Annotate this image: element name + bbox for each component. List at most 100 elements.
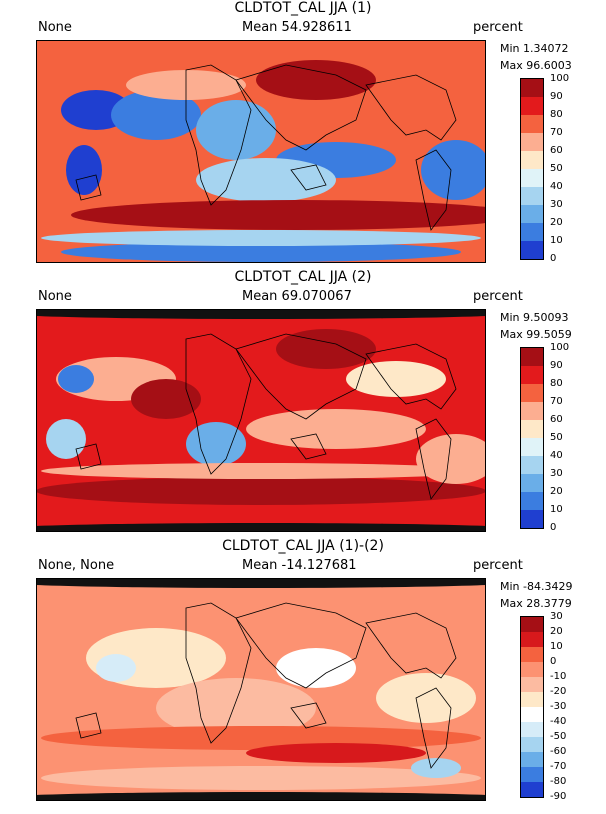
coastline [290,702,327,729]
colorbar-swatch [521,510,543,528]
colorbar-swatch [521,348,543,366]
colorbar-box [520,78,544,260]
coastline [235,333,367,420]
colorbar-swatch [521,722,543,737]
coastline [75,174,102,201]
min-label: Min 9.50093 [500,311,569,324]
map-contour-region [276,329,376,369]
panel-1: CLDTOT_CAL JJA (1) None Mean 54.928611 p… [0,0,606,270]
colorbar-tick-label: 0 [550,656,557,667]
colorbar-tick-label: 20 [550,217,563,228]
mean-label: Mean 69.070067 [242,289,352,304]
colorbar-tick-label: -10 [550,671,567,682]
map-contour-region [41,766,481,790]
colorbar-tick-label: 60 [550,414,563,425]
colorbar-tick-label: -70 [550,761,567,772]
colorbar-tick-label: 20 [550,486,563,497]
colorbar-tick-label: 0 [550,522,557,533]
map-frame [36,578,486,801]
colorbar-swatch [521,169,543,187]
colorbar-swatch [521,782,543,797]
colorbar-tick-label: -50 [550,731,567,742]
coastline [75,443,102,470]
units-label: percent [473,558,523,573]
colorbar-tick-label: -40 [550,716,567,727]
map-contour-region [36,578,486,588]
colorbar-tick-label: 60 [550,145,563,156]
colorbar-tick-label: 30 [550,199,563,210]
map-contour-region [246,409,426,449]
colorbar-tick-label: 70 [550,396,563,407]
map-contour-region [41,230,481,246]
colorbar-swatch [521,617,543,632]
coastline [185,333,252,475]
map-contour-region [111,90,201,140]
colorbar-box [520,347,544,529]
colorbar-tick-label: 30 [550,468,563,479]
world-map [36,40,486,263]
coastline [290,164,327,191]
colorbar-tick-label: 50 [550,163,563,174]
map-contour-region [411,758,461,778]
units-label: percent [473,20,523,35]
colorbar-swatch [521,632,543,647]
coastline [415,418,452,500]
map-contour-region [186,422,246,466]
map-contour-region [376,673,476,723]
map-frame [36,309,486,532]
map-contour-region [36,523,486,532]
max-label: Max 96.6003 [500,59,572,72]
map-contour-region [131,379,201,419]
map-frame [36,40,486,263]
colorbar-tick-label: 10 [550,504,563,515]
colorbar-swatch [521,223,543,241]
units-label: percent [473,289,523,304]
colorbar-swatch [521,438,543,456]
colorbar-tick-label: -60 [550,746,567,757]
map-contour-region [58,365,94,393]
colorbar-tick-label: 50 [550,432,563,443]
map-contour-region [36,309,486,319]
colorbar-swatch [521,707,543,722]
coastline [185,602,252,744]
colorbar-tick-label: -30 [550,701,567,712]
colorbar-swatch [521,767,543,782]
map-contour-region [246,743,426,763]
panel-2: CLDTOT_CAL JJA (2) None Mean 69.070067 p… [0,269,606,539]
colorbar-swatch [521,366,543,384]
colorbar-tick-label: 100 [550,342,570,353]
left-label: None [38,20,72,35]
world-map [36,578,486,801]
map-contour-region [421,140,486,200]
map-contour-region [196,158,336,202]
panel-title: CLDTOT_CAL JJA (1) [234,0,372,16]
colorbar-swatch [521,133,543,151]
colorbar-tick-label: 20 [550,626,563,637]
colorbar-swatch [521,492,543,510]
coastline [235,64,367,151]
colorbar-swatch [521,692,543,707]
colorbar-swatch [521,402,543,420]
coastline [290,433,327,460]
colorbar-tick-label: 80 [550,109,563,120]
colorbar-tick-label: 0 [550,253,557,264]
mean-label: Mean 54.928611 [242,20,352,35]
colorbar-swatch [521,662,543,677]
map-contour-region [41,726,481,750]
coastline [415,149,452,231]
coastline [415,687,452,769]
colorbar-swatch [521,456,543,474]
panel-3: CLDTOT_CAL JJA (1)-(2) None, None Mean -… [0,538,606,808]
coastline [185,64,252,206]
max-label: Max 99.5059 [500,328,572,341]
map-contour-region [71,200,486,230]
colorbar-tick-label: 30 [550,611,563,622]
left-label: None [38,289,72,304]
coastline [365,74,457,141]
coastline [365,343,457,410]
colorbar-tick-label: 70 [550,127,563,138]
colorbar-swatch [521,187,543,205]
colorbar-tick-label: -90 [550,791,567,802]
map-contour-region [66,145,102,195]
map-contour-region [46,419,86,459]
